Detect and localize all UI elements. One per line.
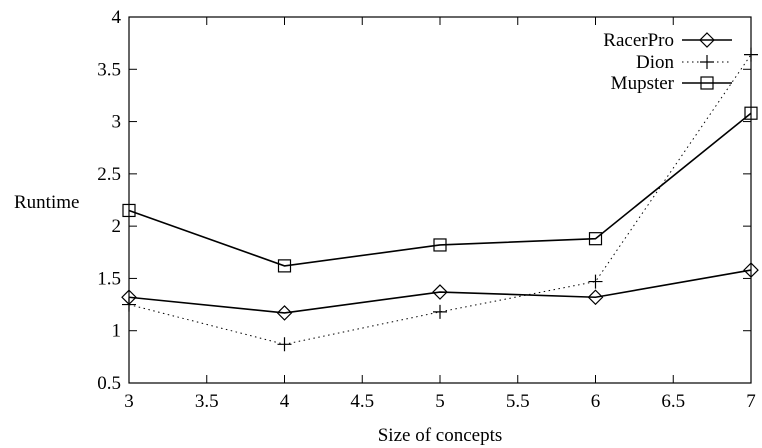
x-tick-label: 5: [435, 391, 445, 412]
dion-point: [588, 274, 603, 289]
mupster-point: [277, 259, 292, 273]
x-tick-label: 7: [746, 391, 756, 412]
mupster-point: [433, 238, 447, 252]
x-tick-label: 6: [591, 391, 601, 412]
legend-label-dion: Dion: [636, 52, 675, 73]
mupster-line: [128, 112, 752, 267]
mupster-point: [744, 106, 758, 120]
x-tick-label: 4: [280, 391, 290, 412]
legend-label-racerpro: RacerPro: [603, 30, 674, 51]
mupster-point: [122, 203, 136, 218]
y-tick-label: 2: [112, 216, 122, 237]
x-tick-label: 4.5: [350, 391, 374, 412]
axis-ticks: 3 3.5 4 4.5 5 5.5 6 6.5 7 0.5 1 1.5 2 2.5 3 3.5 4: [97, 7, 756, 412]
racerpro-point: [743, 262, 759, 278]
x-axis-label: Size of concepts: [378, 425, 503, 446]
y-tick-label: 1.5: [97, 268, 121, 289]
racerpro-point: [276, 305, 293, 321]
dion-point: [122, 297, 136, 312]
y-tick-label: 2.5: [97, 164, 121, 185]
legend-marker-racerpro: [699, 32, 715, 48]
series-group: [121, 47, 759, 352]
x-tick-label: 3.5: [195, 391, 219, 412]
y-tick-label: 3: [112, 112, 122, 133]
legend-marker-mupster: [700, 76, 714, 90]
racerpro-line: [128, 269, 752, 314]
x-tick-label: 6.5: [661, 391, 685, 412]
racerpro-point: [432, 284, 448, 300]
y-axis-label: Runtime: [14, 192, 79, 213]
legend-marker-dion: [700, 55, 714, 69]
mupster-point: [588, 232, 603, 246]
dion-point: [744, 47, 758, 62]
y-tick-label: 4: [112, 7, 122, 28]
y-tick-label: 0.5: [97, 373, 121, 394]
y-tick-label: 3.5: [97, 59, 121, 80]
dion-point: [433, 304, 447, 319]
y-tick-label: 1: [112, 321, 122, 342]
x-tick-label: 5.5: [506, 391, 530, 412]
dion-line: [128, 54, 752, 345]
legend-label-mupster: Mupster: [611, 73, 675, 94]
dion-point: [277, 337, 292, 352]
racerpro-point: [587, 289, 604, 306]
x-tick-label: 3: [124, 391, 134, 412]
